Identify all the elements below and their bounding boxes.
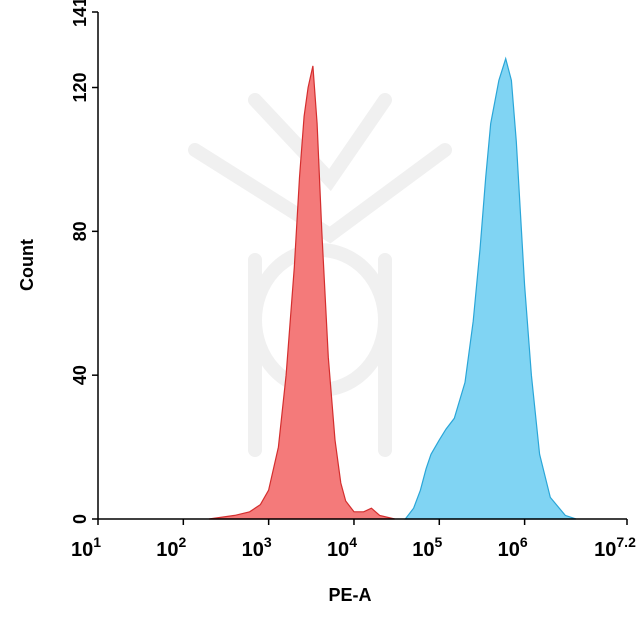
y-axis-label: Count [17,239,37,291]
x-tick-base: 10 [156,539,178,561]
x-tick-exponent: 7.2 [616,534,636,550]
y-tick-label: 40 [70,365,90,385]
x-tick-label: 102 [156,534,186,561]
area [208,65,395,520]
x-tick-label: 107.2 [594,534,636,561]
x-tick-base: 10 [498,539,520,561]
x-tick-label: 101 [71,534,101,561]
x-tick-exponent: 1 [93,534,101,550]
x-tick-label: 104 [327,534,357,561]
x-axis-label: PE-A [328,585,371,605]
x-tick-exponent: 2 [179,534,187,550]
area [404,56,577,520]
y-tick-label: 0 [70,514,90,524]
y-tick-label: 141 [70,0,90,27]
x-tick-label: 105 [412,534,442,561]
x-tick-base: 10 [412,539,434,561]
x-tick-exponent: 5 [435,534,443,550]
x-tick-base: 10 [242,539,264,561]
x-tick-label: 103 [242,534,272,561]
y-tick-label: 120 [70,72,90,102]
x-tick-exponent: 6 [520,534,528,550]
x-tick-exponent: 3 [264,534,272,550]
x-tick-exponent: 4 [349,534,357,550]
x-tick-base: 10 [594,539,616,561]
y-tick-label: 80 [70,221,90,241]
x-tick-base: 10 [71,539,93,561]
x-tick-label: 106 [498,534,528,561]
x-tick-base: 10 [327,539,349,561]
